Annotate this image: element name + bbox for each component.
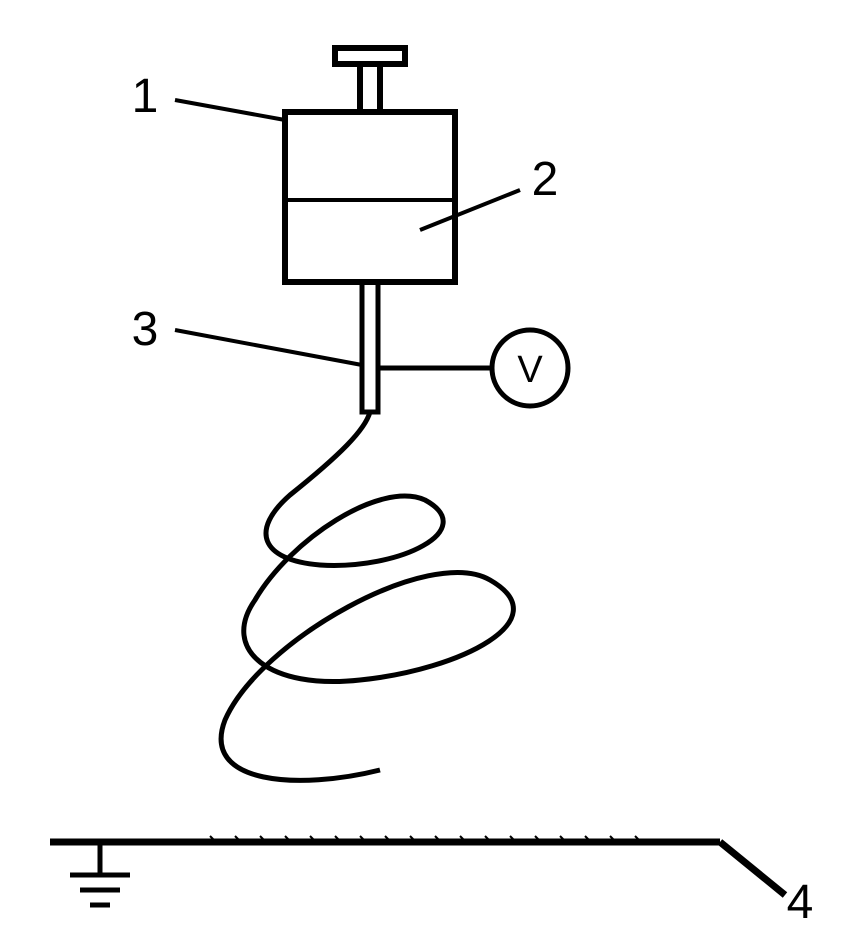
syringe-barrel (285, 112, 455, 282)
ground-symbol (70, 842, 130, 905)
label-4: 4 (787, 876, 814, 929)
label-2: 2 (532, 153, 559, 206)
needle (362, 282, 378, 412)
leader-2 (420, 190, 520, 230)
fiber-jet (221, 412, 513, 780)
leader-3 (175, 330, 362, 365)
leader-1 (175, 100, 285, 120)
plunger-stem (360, 64, 380, 112)
label-3: 3 (132, 303, 159, 356)
collector-lead (720, 842, 785, 895)
label-1: 1 (132, 70, 159, 123)
electrospinning-diagram: V 1 2 3 4 (0, 0, 847, 942)
voltage-label: V (517, 349, 543, 391)
